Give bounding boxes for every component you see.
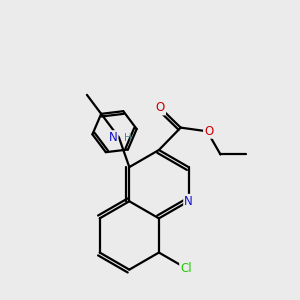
Text: O: O (156, 101, 165, 114)
Text: Cl: Cl (180, 262, 192, 275)
Text: O: O (204, 125, 213, 138)
Text: N: N (109, 131, 118, 144)
Text: N: N (184, 195, 193, 208)
Text: H: H (124, 133, 132, 142)
